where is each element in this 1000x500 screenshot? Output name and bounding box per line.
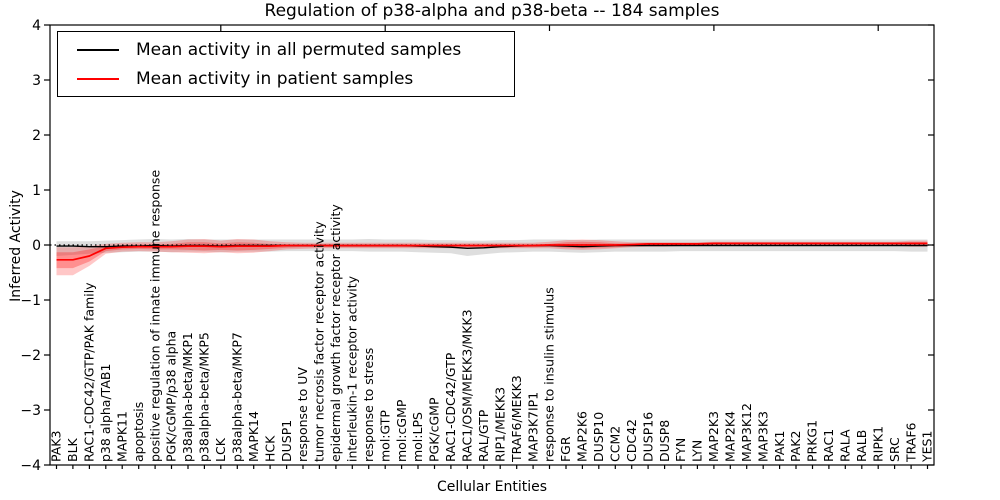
y-tick-label: 1 — [32, 183, 41, 199]
x-tick-label: PGK/cGMP — [427, 397, 442, 462]
x-tick-label: MAP3K12 — [739, 403, 754, 462]
patient-samples-band-inner — [56, 241, 928, 269]
legend: Mean activity in all permuted samples Me… — [57, 31, 515, 97]
legend-item-label: Mean activity in all permuted samples — [136, 39, 462, 60]
patient-mean-line — [56, 242, 928, 261]
x-tick-label: DUSP10 — [591, 412, 606, 462]
x-tick-label: LYN — [690, 440, 705, 462]
x-tick-label: response to UV — [295, 367, 310, 462]
x-tick-label: MAPK14 — [246, 411, 261, 462]
x-tick-label: MAP3K7IP1 — [525, 392, 540, 462]
x-tick-label: epidermal growth factor receptor activit… — [328, 204, 343, 462]
x-tick-label: response to insulin stimulus — [542, 287, 557, 462]
legend-line-patient — [77, 77, 119, 80]
x-tick-label: HCK — [262, 435, 277, 462]
x-tick-label: RAC1/OSM/MEKK3/MKK3 — [460, 309, 475, 462]
y-tick-label: 2 — [32, 128, 41, 144]
x-tick-label: RALA — [838, 429, 853, 462]
x-tick-label: tumor necrosis factor receptor activity — [312, 221, 327, 462]
x-tick-label: MAPK11 — [114, 411, 129, 462]
x-tick-label: FGR — [558, 436, 573, 462]
x-tick-label: TRAF6/MEKK3 — [509, 375, 524, 463]
x-tick-label: p38alpha-beta/MKP5 — [197, 332, 212, 462]
x-tick-label: RIPK1 — [870, 426, 885, 462]
chart-title: Regulation of p38-alpha and p38-beta -- … — [264, 1, 720, 21]
x-tick-label: mol:cGMP — [394, 399, 409, 462]
y-tick-label: 4 — [32, 18, 41, 34]
x-tick-label: RAL/GTP — [476, 409, 491, 462]
x-tick-label: PAK3 — [49, 431, 64, 462]
y-axis-label: Inferred Activity — [8, 190, 24, 302]
legend-item: Mean activity in patient samples — [58, 64, 514, 93]
x-tick-label: MAP3K3 — [755, 411, 770, 462]
x-tick-label: YES1 — [920, 431, 935, 463]
x-tick-label: p38 alpha/TAB1 — [98, 364, 113, 462]
y-tick-label: −4 — [20, 458, 41, 474]
y-tick-label: −1 — [20, 293, 41, 309]
x-tick-label: CCM2 — [608, 426, 623, 462]
x-tick-label: CDC42 — [624, 419, 639, 462]
x-tick-label: positive regulation of innate immune res… — [147, 170, 162, 462]
x-tick-label: p38alpha-beta/MKP7 — [230, 332, 245, 462]
x-tick-label: RALB — [854, 430, 869, 462]
x-tick-label: PAK1 — [772, 431, 787, 462]
legend-line-permuted — [77, 48, 119, 51]
x-tick-label: interleukin-1 receptor activity — [345, 275, 360, 462]
x-tick-label: RAC1 — [821, 429, 836, 462]
y-tick-label: 3 — [32, 73, 41, 89]
x-tick-label: LCK — [213, 437, 228, 462]
x-tick-label: DUSP8 — [657, 420, 672, 462]
x-tick-label: p38alpha-beta/MKP1 — [180, 332, 195, 462]
x-tick-label: DUSP1 — [279, 420, 294, 462]
y-tick-label: −2 — [20, 348, 41, 364]
x-tick-label: DUSP16 — [640, 412, 655, 462]
x-tick-label: SRC — [887, 437, 902, 462]
patient-samples-band-outer — [56, 239, 928, 276]
y-tick-label: −3 — [20, 403, 41, 419]
legend-item-label: Mean activity in patient samples — [136, 68, 414, 89]
x-tick-label: PAK2 — [788, 431, 803, 462]
x-tick-label: TRAF6 — [903, 422, 918, 463]
x-tick-label: MAP2K3 — [706, 411, 721, 462]
legend-item: Mean activity in all permuted samples — [58, 35, 514, 64]
x-axis-label: Cellular Entities — [436, 479, 548, 495]
x-tick-label: response to stress — [361, 348, 376, 462]
y-tick-label: 0 — [32, 238, 41, 254]
x-tick-label: mol:LPS — [410, 412, 425, 462]
x-tick-label: PGK/cGMP/p38 alpha — [164, 331, 179, 462]
x-tick-label: FYN — [673, 438, 688, 462]
x-tick-label: RIP1/MEKK3 — [492, 387, 507, 462]
x-tick-label: PRKG1 — [805, 420, 820, 462]
x-tick-label: RAC1-CDC42/GTP — [443, 352, 458, 462]
x-tick-label: apoptosis — [131, 402, 146, 462]
x-tick-label: BLK — [65, 437, 80, 462]
x-tick-label: mol:GTP — [377, 410, 392, 462]
x-tick-label: RAC1-CDC42/GTP/PAK family — [82, 282, 97, 462]
x-tick-label: MAP2K6 — [575, 411, 590, 462]
x-tick-label: MAP2K4 — [723, 411, 738, 462]
